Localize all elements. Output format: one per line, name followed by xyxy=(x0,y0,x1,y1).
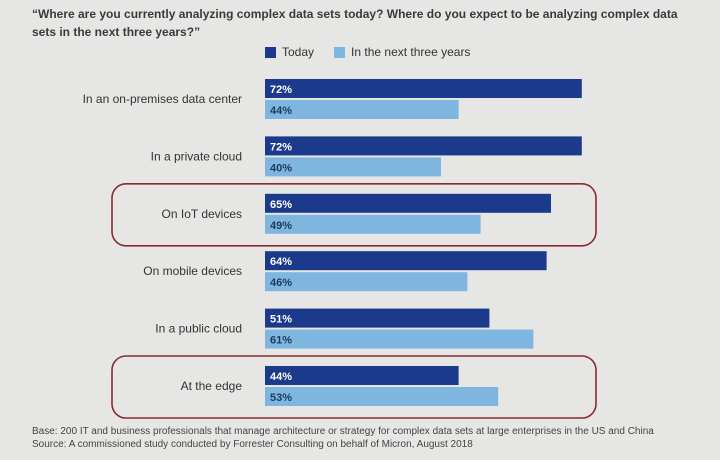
bar-future-on-mobile-devices xyxy=(265,272,468,292)
data-label-future-in-a-private-cloud: 40% xyxy=(270,162,292,174)
category-label-on-mobile-devices: On mobile devices xyxy=(143,264,242,278)
legend-item-future: In the next three years xyxy=(334,45,470,59)
legend-label-future: In the next three years xyxy=(351,45,471,59)
category-label-in-a-private-cloud: In a private cloud xyxy=(151,149,242,163)
data-label-future-on-iot-devices: 49% xyxy=(270,220,292,232)
data-label-today-in-an-on-premises-data-center: 72% xyxy=(270,84,292,96)
bar-today-in-an-on-premises-data-center xyxy=(265,79,582,98)
footnote-source: Source: A commissioned study conducted b… xyxy=(32,439,473,450)
legend-swatch-future xyxy=(334,46,346,58)
chart-legend: Today In the next three years xyxy=(265,44,490,60)
category-label-in-a-public-cloud: In a public cloud xyxy=(155,322,242,336)
data-label-future-on-mobile-devices: 46% xyxy=(270,277,292,289)
chart-title: “Where are you currently analyzing compl… xyxy=(32,7,678,39)
data-label-today-at-the-edge: 44% xyxy=(270,371,292,383)
bar-chart: In an on-premises data center 72% 44% In a … xyxy=(83,79,597,419)
data-label-future-at-the-edge: 53% xyxy=(270,392,292,404)
footnote: Base: 200 IT and business professionals … xyxy=(32,425,712,451)
data-label-future-in-a-public-cloud: 61% xyxy=(270,335,292,347)
legend-swatch-today xyxy=(265,46,276,58)
bar-future-in-a-private-cloud xyxy=(265,157,441,177)
data-label-today-on-mobile-devices: 64% xyxy=(270,256,292,268)
bar-future-in-a-public-cloud xyxy=(265,329,534,349)
data-label-today-in-a-public-cloud: 51% xyxy=(270,314,292,326)
data-label-future-in-an-on-premises-data-center: 44% xyxy=(270,105,292,117)
bar-future-in-an-on-premises-data-center xyxy=(265,100,459,119)
bar-future-on-iot-devices xyxy=(265,214,481,234)
footnote-base: Base: 200 IT and business professionals … xyxy=(32,426,654,437)
bar-today-on-mobile-devices xyxy=(265,251,547,271)
bar-today-on-iot-devices xyxy=(265,193,551,213)
category-label-in-an-on-premises-data-center: In an on-premises data center xyxy=(83,92,242,106)
data-label-today-on-iot-devices: 65% xyxy=(270,199,292,211)
bar-today-in-a-public-cloud xyxy=(265,308,490,328)
data-label-today-in-a-private-cloud: 72% xyxy=(270,141,292,153)
bar-today-in-a-private-cloud xyxy=(265,136,582,156)
bar-future-at-the-edge xyxy=(265,387,499,406)
category-label-at-the-edge: At the edge xyxy=(181,379,243,393)
legend-item-today: Today xyxy=(265,45,314,59)
bar-today-at-the-edge xyxy=(265,366,459,385)
legend-label-today: Today xyxy=(282,45,315,59)
highlight-box-on-iot-devices xyxy=(111,183,597,247)
highlight-box-at-the-edge xyxy=(111,355,597,419)
category-label-on-iot-devices: On IoT devices xyxy=(162,207,242,221)
